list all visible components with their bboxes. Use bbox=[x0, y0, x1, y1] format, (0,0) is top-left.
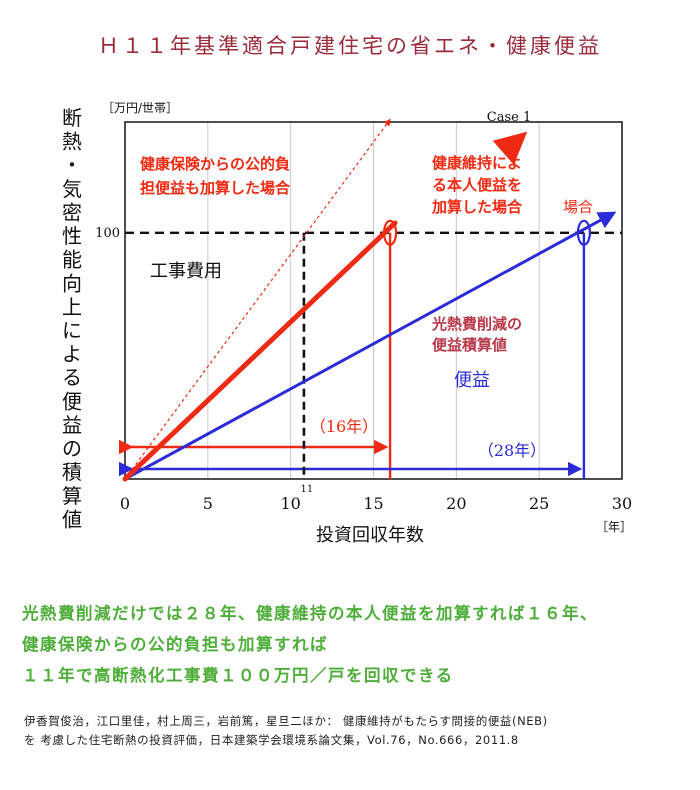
annotation-energy-benefit: 光熱費削減の bbox=[431, 315, 522, 333]
y-axis-label-char: ・ bbox=[62, 153, 82, 177]
y-axis-label-char: に bbox=[62, 319, 82, 343]
series-line-health bbox=[122, 220, 398, 482]
series-line-public bbox=[124, 118, 391, 480]
x-tick-label: 5 bbox=[203, 494, 213, 513]
x-tick-label: 30 bbox=[612, 494, 632, 513]
x-axis-unit: ［年］ bbox=[596, 520, 632, 534]
y-axis-label-char: 便 bbox=[62, 389, 82, 413]
plot-frame bbox=[124, 121, 623, 480]
case-label: Case 1 bbox=[487, 110, 531, 125]
annotation-benefit: 便益 bbox=[454, 370, 490, 391]
x-tick-label: 0 bbox=[120, 494, 130, 513]
citation-line: を 考慮した住宅断熱の投資評価，日本建築学会環境系論文集，Vol.76，No.6… bbox=[24, 733, 519, 747]
annotation-case-suffix: 場合 bbox=[563, 198, 593, 216]
x-tick-label: 10 bbox=[280, 494, 300, 513]
annotation-health-benefit: 加算した場合 bbox=[431, 198, 523, 216]
annotation-health-benefit: 健康維持によ bbox=[432, 154, 522, 172]
y-axis-label-char: る bbox=[62, 366, 82, 390]
chart-title: Ｈ１１年基準適合戸建住宅の省エネ・健康便益 bbox=[98, 34, 602, 58]
annotation-public-benefit: 担便益も加算した場合 bbox=[140, 179, 291, 197]
x-axis-label: 投資回収年数 bbox=[316, 525, 424, 546]
annotation-energy-benefit: 便益積算値 bbox=[432, 336, 507, 354]
summary-text: 光熱費削減だけでは２８年、健康維持の本人便益を加算すれば１６年、 健康保険からの… bbox=[22, 598, 692, 691]
y-axis-label-char: 向 bbox=[62, 271, 82, 295]
x-tick-label: 20 bbox=[446, 494, 466, 513]
y-axis-label-char: 気 bbox=[62, 177, 82, 201]
x-tick-label-extra: 11 bbox=[301, 484, 314, 495]
y-axis-label-char: 益 bbox=[62, 413, 82, 437]
chart-area: 0 5 10 15 20 25 30 11 100 投資回収年数 ［年］ ［万円/世帯］ 断熱・気密性能… bbox=[62, 101, 632, 546]
series-line-energy bbox=[124, 211, 617, 481]
annotation-health-benefit: る本人便益を bbox=[432, 176, 522, 194]
y-axis-label-char: 能 bbox=[62, 248, 82, 272]
reference-line-label: 工事費用 bbox=[150, 261, 222, 282]
y-axis-label-char: 密 bbox=[62, 200, 82, 224]
annotation-public-benefit: 健康保険からの公的負 bbox=[140, 155, 290, 173]
y-axis-label-char: 性 bbox=[62, 224, 82, 248]
y-axis-label-char: 算 bbox=[62, 484, 82, 508]
case-arrow bbox=[492, 131, 528, 165]
x-tick-label: 25 bbox=[529, 494, 549, 513]
y-axis-unit: ［万円/世帯］ bbox=[102, 101, 178, 115]
payback-label: （16年） bbox=[310, 417, 378, 436]
y-axis-label-char: の bbox=[62, 437, 82, 461]
summary-line: 光熱費削減だけでは２８年、健康維持の本人便益を加算すれば１６年、 bbox=[22, 604, 598, 623]
x-tick-label: 15 bbox=[363, 494, 383, 513]
summary-line: １１年で高断熱化工事費１００万円／戸を回収できる bbox=[22, 666, 454, 685]
y-axis-label-char: 断 bbox=[62, 106, 82, 130]
y-axis-label-char: 値 bbox=[62, 507, 82, 531]
citation-line: 伊香賀俊治，江口里佳，村上周三，岩前篤，星旦二ほか： 健康維持がもたらす間接的便… bbox=[24, 714, 548, 728]
y-axis-label-char: 積 bbox=[62, 460, 82, 484]
citation: 伊香賀俊治，江口里佳，村上周三，岩前篤，星旦二ほか： 健康維持がもたらす間接的便… bbox=[24, 712, 694, 750]
payback-label: （28年） bbox=[478, 441, 546, 460]
y-axis-label-char: 熱 bbox=[62, 130, 82, 154]
summary-line: 健康保険からの公的負担も加算すれば bbox=[22, 635, 328, 654]
y-tick-label: 100 bbox=[95, 226, 120, 241]
y-axis-label-char: 上 bbox=[62, 295, 82, 319]
y-axis-label-char: よ bbox=[62, 342, 82, 366]
